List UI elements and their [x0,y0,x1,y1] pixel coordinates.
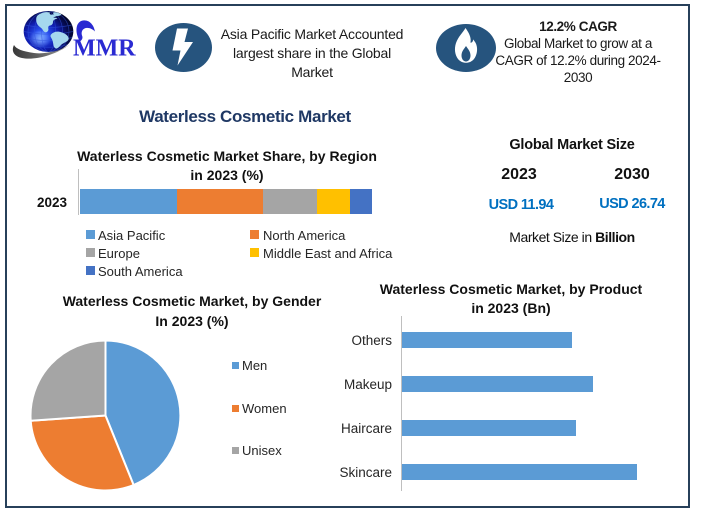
svg-text:MMR: MMR [73,36,136,62]
